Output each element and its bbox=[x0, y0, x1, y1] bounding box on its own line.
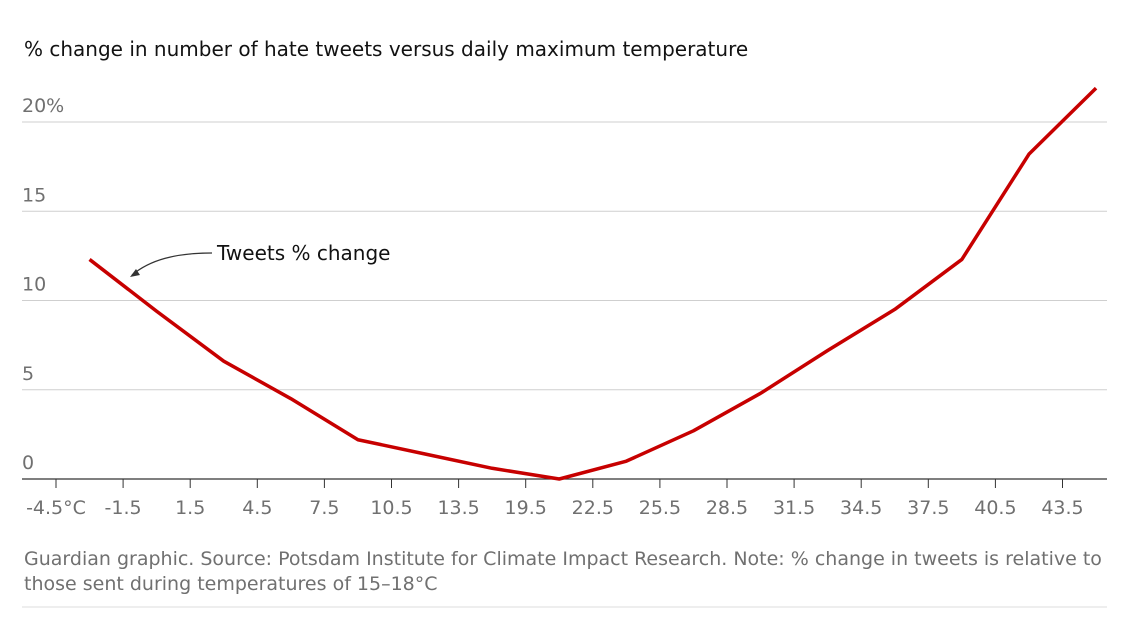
x-tick-label: 10.5 bbox=[370, 497, 412, 519]
y-tick-label: 10 bbox=[22, 274, 46, 296]
x-tick-label: 37.5 bbox=[907, 497, 949, 519]
footnote: those sent during temperatures of 15–18°… bbox=[24, 573, 438, 595]
x-tick-label: 34.5 bbox=[840, 497, 882, 519]
x-tick-label: 40.5 bbox=[974, 497, 1016, 519]
x-tick-label: 25.5 bbox=[639, 497, 681, 519]
x-tick-label: 1.5 bbox=[175, 497, 205, 519]
data-line bbox=[88, 86, 1098, 481]
x-tick-label: 28.5 bbox=[706, 497, 748, 519]
y-tick-label: 0 bbox=[22, 452, 34, 474]
footnote: Guardian graphic. Source: Potsdam Instit… bbox=[24, 548, 1102, 570]
y-tick-label: 5 bbox=[22, 363, 34, 385]
x-tick-label: 4.5 bbox=[242, 497, 272, 519]
x-tick-label: -4.5°C bbox=[26, 497, 86, 519]
chart-title: % change in number of hate tweets versus… bbox=[24, 37, 748, 61]
x-tick-label: 7.5 bbox=[309, 497, 339, 519]
annotation-arrow bbox=[131, 252, 213, 276]
x-tick-label: 22.5 bbox=[572, 497, 614, 519]
annotation: Tweets % change bbox=[216, 241, 390, 265]
x-tick-label: 13.5 bbox=[437, 497, 479, 519]
y-tick-label: 15 bbox=[22, 184, 46, 206]
x-tick-label: 43.5 bbox=[1041, 497, 1083, 519]
x-tick-label: 19.5 bbox=[505, 497, 547, 519]
y-tick-label: 20% bbox=[22, 95, 64, 117]
x-tick-label: 31.5 bbox=[773, 497, 815, 519]
arrowhead bbox=[130, 269, 140, 277]
x-tick-label: -1.5 bbox=[105, 497, 142, 519]
